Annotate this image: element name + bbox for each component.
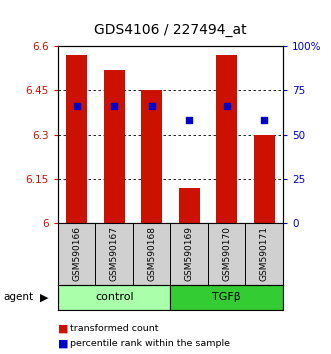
Text: GSM590168: GSM590168 — [147, 227, 156, 281]
Bar — [141, 90, 162, 223]
Text: ■: ■ — [58, 324, 69, 333]
Text: GSM590170: GSM590170 — [222, 227, 231, 281]
Text: ■: ■ — [58, 338, 69, 348]
Text: GSM590171: GSM590171 — [260, 227, 269, 281]
Point — [112, 103, 117, 109]
Bar — [66, 55, 87, 223]
Bar — [58, 285, 170, 310]
Text: GSM590167: GSM590167 — [110, 227, 119, 281]
Point — [187, 118, 192, 123]
Point — [149, 103, 154, 109]
Text: GSM590166: GSM590166 — [72, 227, 81, 281]
Text: agent: agent — [3, 292, 33, 302]
Point — [261, 118, 267, 123]
Point — [74, 103, 79, 109]
Text: ▶: ▶ — [40, 292, 49, 302]
Text: transformed count: transformed count — [70, 324, 158, 333]
Bar — [170, 285, 283, 310]
Point — [224, 103, 229, 109]
Text: GSM590169: GSM590169 — [185, 227, 194, 281]
Bar — [104, 70, 124, 223]
Bar — [216, 55, 237, 223]
Text: GDS4106 / 227494_at: GDS4106 / 227494_at — [94, 23, 247, 37]
Text: percentile rank within the sample: percentile rank within the sample — [70, 339, 229, 348]
Text: TGFβ: TGFβ — [213, 292, 241, 302]
Bar — [179, 188, 200, 223]
Text: control: control — [95, 292, 133, 302]
Bar — [254, 135, 274, 223]
